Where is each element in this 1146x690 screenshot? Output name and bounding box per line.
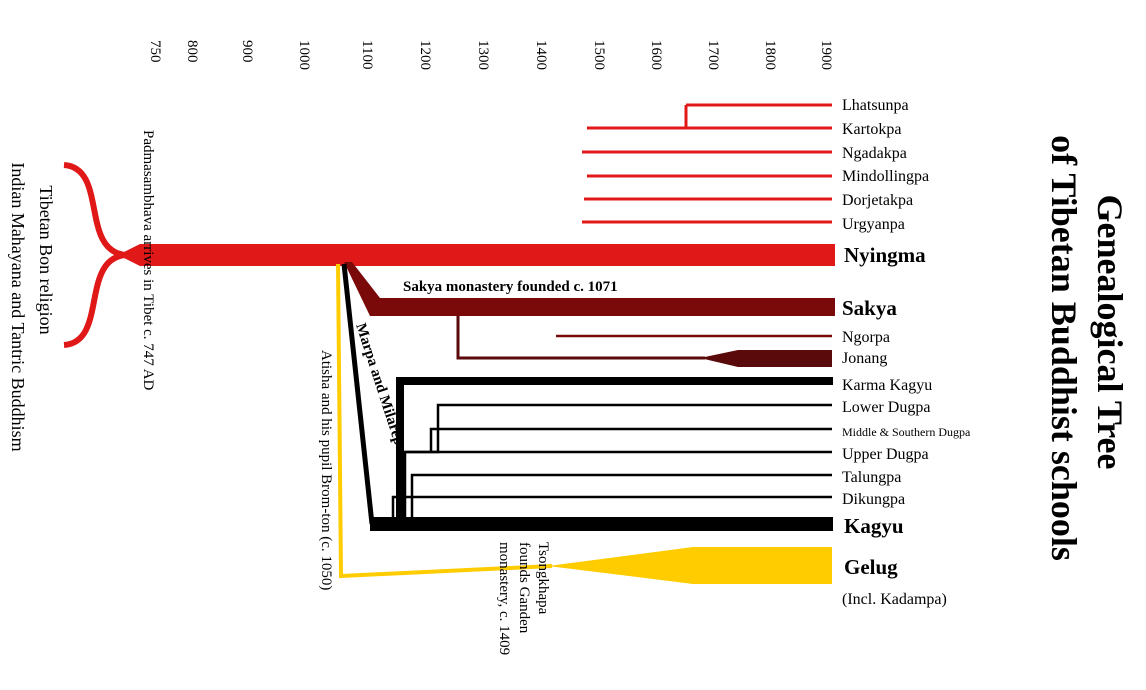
school-label-sakya: Sakya — [842, 296, 897, 320]
nyingma-trunk — [118, 244, 835, 266]
annotations: Padmasambhava arrives in Tibet c. 747 AD… — [140, 130, 618, 655]
year-tick-label: 800 — [184, 40, 200, 63]
middle-southern-dugpa-line — [429, 427, 832, 452]
year-tick-label: 1700 — [705, 40, 721, 70]
school-label-talungpa: Talungpa — [842, 469, 901, 486]
tsongkhapa-note-line-1: Tsongkhapa — [535, 542, 551, 615]
school-label-lhatsunpa: Lhatsunpa — [842, 97, 909, 114]
atisha-note: Atisha and his pupil Brom-ton (c. 1050) — [318, 350, 334, 590]
year-tick-label: 1500 — [591, 40, 607, 70]
school-label-gelug-note: (Incl. Kadampa) — [842, 591, 947, 608]
school-label-dikungpa: Dikungpa — [842, 491, 905, 508]
jonang-connector — [456, 316, 705, 360]
kagyu-stem — [341, 263, 375, 525]
gelug-branch — [336, 263, 832, 584]
sakya-branch — [344, 262, 835, 367]
jonang-line — [700, 350, 832, 367]
title-line-1: Genealogical Tree — [1090, 195, 1130, 470]
talungpa-line — [410, 473, 832, 520]
school-label-gelug: Gelug — [844, 555, 898, 579]
year-axis: 750 800 900 1000 1100 1200 1300 1400 150… — [147, 40, 834, 70]
school-label-ngorpa: Ngorpa — [842, 329, 890, 346]
karma-kagyu-line — [396, 377, 833, 520]
school-label-middle-southern-dugpa: Middle & Southern Dugpa — [842, 425, 971, 439]
year-tick-label: 750 — [147, 40, 163, 63]
school-label-upper-dugpa: Upper Dugpa — [842, 446, 929, 463]
tsongkhapa-note-line-3: monastery, c. 1409 — [496, 542, 512, 655]
year-tick-label: 1000 — [296, 40, 312, 70]
school-label-kartokpa: Kartokpa — [842, 121, 902, 138]
origin-bon: Tibetan Bon religion — [36, 185, 56, 334]
year-tick-label: 1400 — [533, 40, 549, 70]
school-label-lower-dugpa: Lower Dugpa — [842, 399, 930, 416]
year-tick-label: 1900 — [818, 40, 834, 70]
school-label-urgyanpa: Urgyanpa — [842, 216, 905, 233]
school-label-kagyu: Kagyu — [844, 514, 904, 538]
origins: Tibetan Bon religion Indian Mahayana and… — [8, 162, 56, 451]
year-tick-label: 1800 — [762, 40, 778, 70]
school-label-jonang: Jonang — [842, 350, 887, 367]
dikungpa-line — [391, 495, 832, 520]
sakya-founded-note: Sakya monastery founded c. 1071 — [403, 279, 618, 295]
school-labels: Lhatsunpa Kartokpa Ngadakpa Mindollingpa… — [842, 97, 971, 608]
year-tick-label: 1200 — [417, 40, 433, 70]
padmasambhava-note: Padmasambhava arrives in Tibet c. 747 AD — [140, 130, 156, 391]
gelug-stem — [336, 263, 553, 579]
kagyu-branch — [341, 263, 833, 531]
year-tick-label: 1100 — [359, 40, 375, 69]
school-label-mindollingpa: Mindollingpa — [842, 168, 929, 185]
gelug-trunk — [548, 547, 832, 584]
sakya-trunk — [344, 262, 835, 316]
lower-dugpa-line — [403, 403, 832, 520]
origin-brace — [63, 162, 126, 348]
tsongkhapa-note-line-2: founds Ganden — [516, 542, 532, 634]
nyingma-branch — [118, 103, 835, 266]
title: Genealogical Tree of Tibetan Buddhist sc… — [1044, 135, 1130, 561]
origin-mahayana: Indian Mahayana and Tantric Buddhism — [8, 162, 28, 451]
school-label-karma-kagyu: Karma Kagyu — [842, 377, 932, 394]
title-line-2: of Tibetan Buddhist schools — [1044, 135, 1084, 561]
school-label-ngadakpa: Ngadakpa — [842, 145, 907, 162]
school-label-nyingma: Nyingma — [844, 243, 926, 267]
year-tick-label: 900 — [239, 40, 255, 63]
school-label-dorjetakpa: Dorjetakpa — [842, 192, 913, 209]
year-tick-label: 1300 — [475, 40, 491, 70]
year-tick-label: 1600 — [648, 40, 664, 70]
